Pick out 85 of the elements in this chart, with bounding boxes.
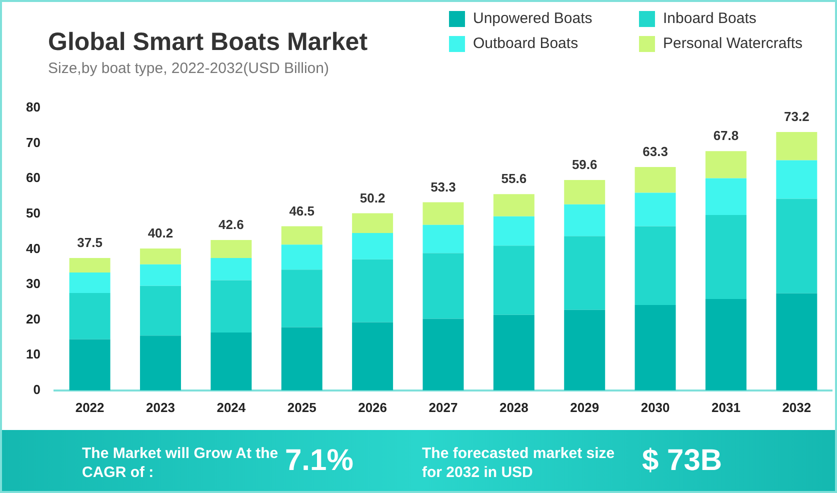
bar [705, 214, 746, 299]
bar [776, 132, 818, 160]
bar [776, 198, 818, 294]
text: The forecasted market size for 2032 in USD [422, 444, 616, 482]
total-label: 67.8 [713, 128, 739, 144]
x-tick-label: 2024 [216, 400, 246, 415]
bar [493, 216, 534, 246]
total-label: 42.6 [218, 217, 244, 232]
total-label: 53.3 [430, 179, 456, 194]
chart-title: Global Smart Boats Market [48, 28, 368, 57]
total-label: 37.5 [77, 235, 102, 250]
y-tick-label: 60 [26, 170, 40, 186]
text: $ 73B [642, 444, 722, 478]
legend-label: Unpowered Boats [473, 10, 592, 27]
x-tick-label: 2022 [75, 400, 104, 415]
y-tick-label: 30 [26, 276, 40, 292]
bar [69, 292, 110, 340]
bar [210, 332, 252, 390]
x-tick-label: 2031 [712, 400, 740, 415]
bar [776, 293, 818, 390]
bar [705, 151, 746, 178]
bar [352, 232, 394, 260]
y-tick-label: 50 [26, 205, 40, 220]
bar [705, 298, 746, 390]
bar [210, 240, 252, 258]
bar [776, 160, 818, 199]
bar [352, 259, 394, 322]
total-label: 40.2 [148, 226, 174, 241]
bar [210, 258, 252, 280]
bar [352, 213, 394, 233]
bar [140, 264, 181, 286]
y-tick-label: 0 [33, 382, 40, 397]
y-tick-label: 20 [26, 311, 40, 326]
bar [210, 280, 252, 333]
total-label: 46.5 [289, 203, 315, 218]
bar [705, 178, 746, 215]
bar [140, 336, 181, 390]
x-tick-label: 2028 [499, 400, 528, 415]
bar [140, 248, 181, 264]
bar [69, 339, 110, 390]
text: 7.1% [285, 444, 354, 478]
legend-label: Outboard Boats [473, 35, 578, 52]
bar [564, 236, 606, 310]
y-tick-label: 70 [26, 134, 40, 150]
bar [634, 166, 676, 193]
text: The Market will Grow At the CAGR of : [82, 444, 280, 482]
bar [352, 322, 394, 390]
total-label: 63.3 [642, 144, 668, 160]
x-tick-label: 2032 [782, 400, 812, 415]
total-label: 73.2 [784, 109, 810, 124]
bar [281, 244, 322, 270]
x-tick-label: 2023 [146, 400, 175, 415]
x-tick-label: 2025 [287, 400, 316, 415]
bar [634, 226, 676, 305]
x-tick-label: 2027 [428, 400, 458, 415]
bar [564, 204, 606, 236]
total-label: 59.6 [572, 157, 598, 172]
bar [422, 253, 464, 319]
bar [422, 318, 464, 390]
bar [281, 327, 322, 390]
bar [69, 272, 110, 293]
x-tick-label: 2026 [358, 400, 388, 415]
bar [422, 224, 464, 254]
y-tick-label: 80 [26, 100, 40, 115]
total-label: 50.2 [360, 190, 386, 206]
bar [493, 194, 534, 216]
bar [564, 180, 606, 204]
bar [140, 286, 181, 336]
bar [493, 246, 534, 315]
chart-subtitle: Size,by boat type, 2022-2032(USD Billion) [48, 60, 330, 77]
legend-label: Inboard Boats [663, 10, 756, 27]
bar [634, 304, 676, 390]
bar [422, 202, 464, 225]
y-tick-label: 10 [26, 346, 40, 362]
total-label: 55.6 [501, 171, 527, 186]
bar [69, 258, 110, 272]
bar [281, 226, 322, 245]
y-tick-label: 40 [26, 240, 40, 256]
bar [493, 314, 534, 390]
x-tick-label: 2030 [640, 400, 670, 415]
bar [564, 310, 606, 390]
legend-label: Personal Watercrafts [663, 35, 802, 52]
x-tick-label: 2029 [570, 400, 600, 415]
bar [634, 192, 676, 226]
bar [281, 270, 322, 328]
